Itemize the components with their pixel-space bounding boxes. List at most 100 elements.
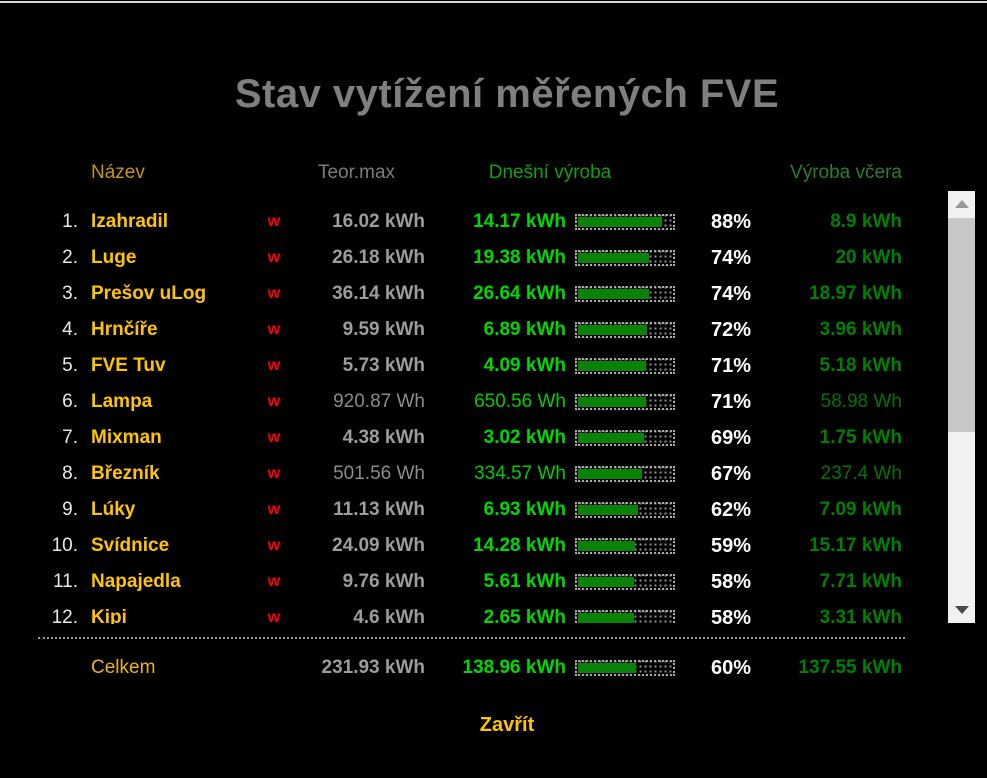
plant-name: Březník <box>91 463 160 484</box>
watt-unit-toggle[interactable]: w <box>267 321 281 338</box>
utilization-bar-cell <box>566 660 675 676</box>
watt-unit-toggle[interactable]: w <box>267 357 281 374</box>
utilization-bar <box>575 286 675 302</box>
plant-name: Napajedla <box>91 571 181 592</box>
today-production-value: 6.89 kWh <box>483 319 566 340</box>
teor-max-value: 36.14 kWh <box>332 283 425 304</box>
yesterday-production-value: 3.31 kWh <box>819 607 902 624</box>
yesterday-production-value: 137.55 kWh <box>798 657 903 678</box>
utilization-percent: 60% <box>710 656 751 679</box>
yesterday-production-value: 58.98 Wh <box>820 391 902 412</box>
teor-max-value: 4.6 kWh <box>353 607 425 624</box>
row-number: 9. <box>62 499 78 520</box>
plant-name: Luge <box>91 247 137 268</box>
row-number: 6. <box>62 391 78 412</box>
utilization-percent: 58% <box>710 570 751 593</box>
arrow-up-icon <box>954 200 969 208</box>
utilization-bar-fill <box>578 289 650 299</box>
window-top-border <box>0 1 987 3</box>
teor-max-value: 4.38 kWh <box>342 427 425 448</box>
utilization-bar <box>575 502 675 518</box>
utilization-bar-cell <box>566 502 675 518</box>
utilization-bar-fill <box>578 505 638 515</box>
total-label: Celkem <box>91 657 156 678</box>
today-production-value: 138.96 kWh <box>462 657 567 678</box>
yesterday-production-value: 1.75 kWh <box>819 427 902 448</box>
utilization-bar-fill <box>578 397 647 407</box>
utilization-bar-fill <box>578 253 650 263</box>
watt-unit-toggle[interactable]: w <box>267 393 281 410</box>
teor-max-value: 9.76 kWh <box>342 571 425 592</box>
plant-name: FVE Tuv <box>91 355 166 376</box>
utilization-percent: 67% <box>710 462 751 485</box>
plant-name: Prešov uLog <box>91 283 207 304</box>
column-header-yesterday: Výroba včera <box>790 162 902 183</box>
close-button[interactable]: Zavřít <box>479 714 535 736</box>
utilization-bar-cell <box>566 466 675 482</box>
plant-list-viewport: 1. Izahradil w 16.02 kWh 14.17 kWh 88% 8.9 kWh… <box>30 200 902 624</box>
row-number: 2. <box>62 247 78 268</box>
utilization-percent: 71% <box>710 354 751 377</box>
scrollbar-down-button[interactable] <box>948 597 975 623</box>
today-production-value: 14.28 kWh <box>473 535 566 556</box>
plant-name: Izahradil <box>91 211 169 232</box>
teor-max-value: 26.18 kWh <box>332 247 425 268</box>
today-production-value: 3.02 kWh <box>483 427 566 448</box>
today-production-value: 334.57 Wh <box>474 463 566 484</box>
table-row: 8. Březník w 501.56 Wh 334.57 Wh 67% 237.4 Wh <box>30 456 902 492</box>
scrollbar[interactable] <box>948 191 975 623</box>
yesterday-production-value: 237.4 Wh <box>820 463 902 484</box>
utilization-bar-fill <box>578 577 634 587</box>
scrollbar-up-button[interactable] <box>948 191 975 217</box>
watt-unit-toggle[interactable]: w <box>267 249 281 266</box>
watt-unit-toggle[interactable]: w <box>267 213 281 230</box>
utilization-bar-fill <box>578 613 634 623</box>
row-number: 8. <box>62 463 78 484</box>
watt-unit-toggle[interactable]: w <box>267 501 281 518</box>
utilization-bar <box>575 358 675 374</box>
utilization-bar <box>575 394 675 410</box>
row-number: 7. <box>62 427 78 448</box>
utilization-percent: 69% <box>710 426 751 449</box>
utilization-bar-fill <box>578 663 636 673</box>
utilization-bar-fill <box>578 361 647 371</box>
utilization-bar <box>575 214 675 230</box>
watt-unit-toggle[interactable]: w <box>267 537 281 554</box>
plant-name: Kipi <box>91 607 127 624</box>
utilization-bar-fill <box>578 433 645 443</box>
table-header-row: Název Teor.max Dnešní výroba Výroba včer… <box>30 160 902 186</box>
row-number: 10. <box>51 535 78 556</box>
row-number: 1. <box>62 211 78 232</box>
utilization-bar-cell <box>566 574 675 590</box>
row-number: 12. <box>51 607 78 624</box>
watt-unit-toggle[interactable]: w <box>267 609 281 624</box>
scrollbar-thumb[interactable] <box>948 218 975 432</box>
utilization-bar <box>575 574 675 590</box>
yesterday-production-value: 7.71 kWh <box>819 571 902 592</box>
table-row: 7. Mixman w 4.38 kWh 3.02 kWh 69% 1.75 kWh <box>30 420 902 456</box>
row-number: 4. <box>62 319 78 340</box>
watt-unit-toggle[interactable]: w <box>267 465 281 482</box>
watt-unit-toggle[interactable]: w <box>267 285 281 302</box>
utilization-bar-fill <box>578 541 635 551</box>
utilization-bar-cell <box>566 214 675 230</box>
yesterday-production-value: 7.09 kWh <box>819 499 902 520</box>
utilization-percent: 62% <box>710 498 751 521</box>
table-row: 1. Izahradil w 16.02 kWh 14.17 kWh 88% 8.9 kWh <box>30 204 902 240</box>
table-row: 6. Lampa w 920.87 Wh 650.56 Wh 71% 58.98 Wh <box>30 384 902 420</box>
table-row: 12. Kipi w 4.6 kWh 2.65 kWh 58% 3.31 kWh <box>30 600 902 624</box>
today-production-value: 5.61 kWh <box>483 571 566 592</box>
column-header-teor-max: Teor.max <box>317 162 396 183</box>
utilization-bar-cell <box>566 610 675 624</box>
utilization-percent: 59% <box>710 534 751 557</box>
plant-name: Lúky <box>91 499 136 520</box>
watt-unit-toggle[interactable]: w <box>267 429 281 446</box>
table-row: 9. Lúky w 11.13 kWh 6.93 kWh 62% 7.09 kWh <box>30 492 902 528</box>
today-production-value: 19.38 kWh <box>473 247 566 268</box>
total-row: Celkem 231.93 kWh 138.96 kWh 60% 137.55 kWh <box>30 650 902 686</box>
watt-unit-toggle[interactable]: w <box>267 573 281 590</box>
teor-max-value: 9.59 kWh <box>342 319 425 340</box>
utilization-bar <box>575 322 675 338</box>
plant-rows: 1. Izahradil w 16.02 kWh 14.17 kWh 88% 8.9 kWh… <box>30 200 902 624</box>
utilization-bar <box>575 610 675 624</box>
